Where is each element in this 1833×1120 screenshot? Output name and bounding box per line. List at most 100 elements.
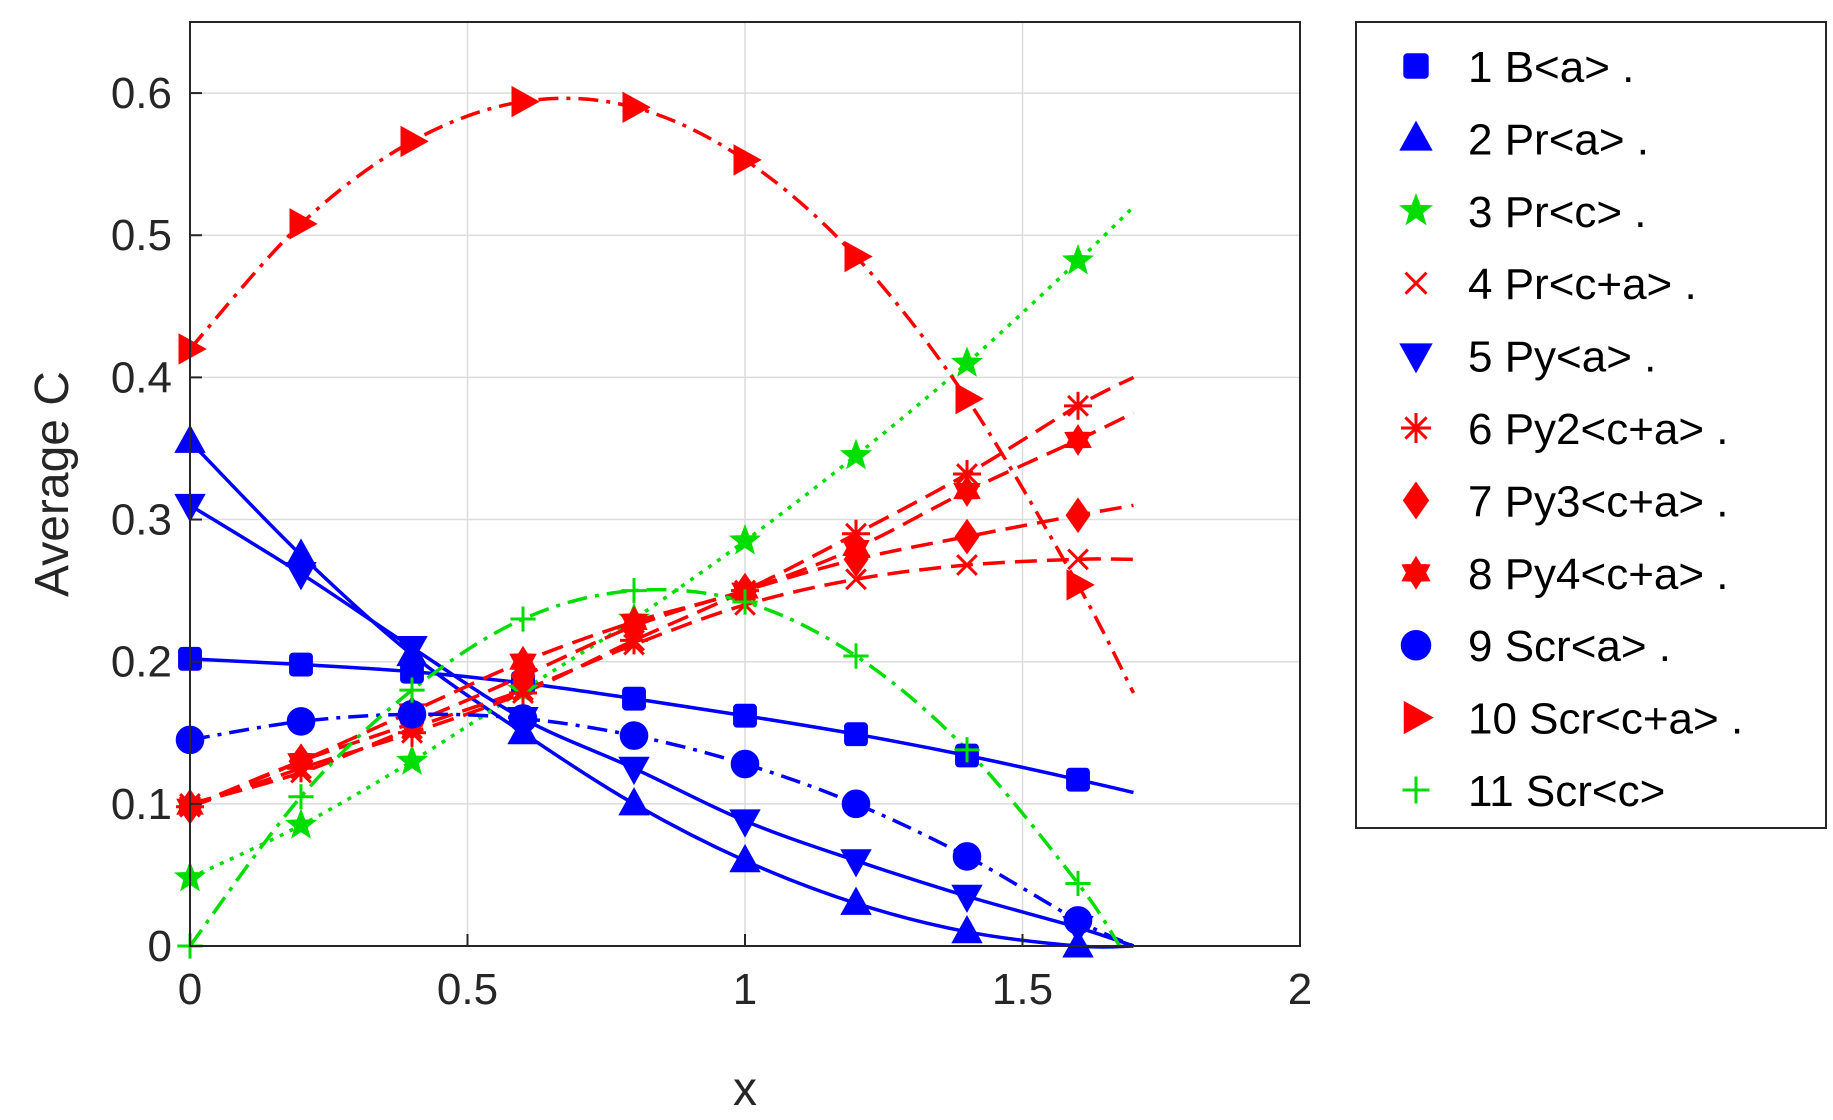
legend-item-4-pr-c-a: 4 Pr<c+a> .	[1404, 260, 1697, 309]
legend-marker-6-py2-c-a	[1401, 413, 1431, 443]
legend-marker-8-py4-c-a	[1401, 555, 1431, 590]
data-point-11-scr-c	[732, 589, 758, 615]
series-line-11-scr-c	[188, 587, 1122, 948]
legend-item-6-py2-c-a: 6 Py2<c+a> .	[1401, 405, 1729, 454]
legend-label-6-py2-c-a: 6 Py2<c+a> .	[1468, 405, 1729, 454]
data-point-5-py-a	[285, 562, 317, 591]
legend-label-11-scr-c: 11 Scr<c>	[1468, 767, 1665, 816]
legend-label-5-py-a: 5 Py<a> .	[1468, 333, 1656, 382]
data-point-3-pr-c	[839, 438, 873, 470]
data-point-9-scr-a	[952, 842, 982, 871]
series-line-8-py4-c-a	[189, 411, 1135, 809]
legend-marker-10-scr-c-a	[1403, 700, 1434, 735]
legend-label-1-b-a: 1 B<a> .	[1468, 43, 1634, 92]
data-point-9-scr-a	[619, 721, 649, 750]
data-point-9-scr-a	[397, 699, 427, 729]
data-point-7-py3-c-a	[954, 518, 980, 555]
legend-item-9-scr-a: 9 Scr<a> .	[1400, 622, 1671, 671]
legend-marker-11-scr-c	[1402, 776, 1430, 804]
data-point-8-py4-c-a	[509, 645, 537, 678]
data-point-8-py4-c-a	[620, 606, 648, 638]
data-point-1-b-a	[289, 652, 313, 677]
data-point-11-scr-c	[399, 677, 425, 703]
y-axis-title: Average C	[26, 371, 79, 597]
data-point-2-pr-a	[729, 843, 761, 873]
series-markers-9-scr-a	[175, 699, 1093, 935]
y-tick-label: 0.6	[111, 69, 172, 118]
data-point-10-scr-c-a	[622, 91, 651, 123]
legend: 1 B<a> . 2 Pr<a> . 3 Pr<c> . 4 Pr<c+a> . 5 P…	[1355, 21, 1827, 829]
data-point-4-pr-c-a	[956, 554, 978, 576]
data-point-11-scr-c	[954, 737, 980, 763]
data-point-10-scr-c-a	[844, 240, 873, 273]
data-point-9-scr-a	[286, 707, 316, 736]
data-point-1-b-a	[1066, 767, 1090, 792]
data-point-10-scr-c-a	[955, 383, 984, 415]
x-tick-label: 1	[733, 965, 757, 1014]
legend-marker-4-pr-c-a	[1404, 271, 1428, 295]
legend-label-7-py3-c-a: 7 Py3<c+a> .	[1468, 477, 1729, 526]
series-line-5-py-a	[189, 503, 1135, 948]
legend-label-2-pr-a: 2 Pr<a> .	[1468, 115, 1649, 164]
data-point-6-py2-c-a	[1064, 391, 1092, 420]
series-line-9-scr-a	[189, 712, 1135, 948]
data-point-10-scr-c-a	[511, 85, 540, 118]
data-point-9-scr-a	[1063, 906, 1093, 935]
data-point-8-py4-c-a	[953, 475, 981, 507]
data-point-5-py-a	[729, 809, 761, 838]
series-line-1-b-a	[189, 657, 1134, 795]
data-point-3-pr-c	[950, 346, 984, 377]
legend-label-8-py4-c-a: 8 Py4<c+a> .	[1468, 550, 1729, 599]
data-point-4-pr-c-a	[845, 568, 867, 591]
data-point-11-scr-c	[621, 578, 647, 604]
data-point-3-pr-c	[284, 808, 318, 839]
data-point-7-py3-c-a	[1065, 497, 1091, 534]
legend-marker-2-pr-a	[1399, 120, 1433, 151]
legend-marker-7-py3-c-a	[1402, 481, 1430, 520]
data-point-10-scr-c-a	[178, 333, 207, 365]
data-point-1-b-a	[622, 686, 646, 711]
legend-label-10-scr-c-a: 10 Scr<c+a> .	[1468, 695, 1743, 744]
y-tick-label: 0.5	[111, 211, 172, 260]
ticks: 0 0.5 1 1.5 2 0 0.1 0.2 0.3 0.4 0.5 0.6	[111, 69, 1312, 1014]
legend-item-8-py4-c-a: 8 Py4<c+a> .	[1401, 550, 1729, 599]
legend-item-11-scr-c: 11 Scr<c>	[1402, 767, 1665, 816]
legend-label-9-scr-a: 9 Scr<a> .	[1468, 622, 1671, 671]
legend-box	[1355, 21, 1827, 829]
data-point-10-scr-c-a	[289, 208, 318, 240]
data-point-3-pr-c	[395, 744, 429, 775]
legend-label-3-pr-c: 3 Pr<c> .	[1468, 188, 1647, 237]
x-tick-label: 2	[1288, 965, 1312, 1014]
series-lines	[188, 96, 1136, 949]
data-point-11-scr-c	[510, 606, 536, 632]
series-markers-10-scr-c-a	[178, 85, 1095, 601]
y-tick-label: 0.3	[111, 496, 172, 545]
data-point-5-py-a	[618, 756, 650, 786]
legend-label-4-pr-c-a: 4 Pr<c+a> .	[1468, 260, 1697, 309]
data-point-8-py4-c-a	[842, 532, 870, 564]
data-point-1-b-a	[844, 722, 868, 747]
legend-item-2-pr-a: 2 Pr<a> .	[1399, 115, 1649, 164]
data-point-8-py4-c-a	[1064, 424, 1092, 456]
data-point-8-py4-c-a	[287, 745, 315, 778]
series-markers-11-scr-c	[177, 578, 1091, 959]
x-tick-label: 0.5	[437, 965, 498, 1014]
data-point-9-scr-a	[508, 704, 538, 733]
legend-marker-5-py-a	[1399, 343, 1433, 374]
legend-item-3-pr-c: 3 Pr<c> .	[1399, 188, 1647, 237]
data-point-11-scr-c	[1065, 870, 1091, 897]
data-point-2-pr-a	[618, 787, 650, 816]
legend-item-10-scr-c-a: 10 Scr<c+a> .	[1403, 695, 1743, 744]
grid	[189, 22, 1301, 947]
legend-item-1-b-a: 1 B<a> .	[1403, 43, 1634, 92]
data-point-1-b-a	[733, 703, 757, 728]
y-tick-label: 0.4	[111, 353, 172, 402]
data-point-11-scr-c	[843, 643, 869, 669]
legend-item-7-py3-c-a: 7 Py3<c+a> .	[1402, 477, 1729, 526]
data-point-11-scr-c	[288, 784, 314, 810]
data-point-10-scr-c-a	[400, 125, 429, 158]
legend-marker-3-pr-c	[1399, 192, 1433, 226]
x-tick-label: 1.5	[992, 965, 1053, 1014]
data-point-5-py-a	[396, 635, 428, 665]
